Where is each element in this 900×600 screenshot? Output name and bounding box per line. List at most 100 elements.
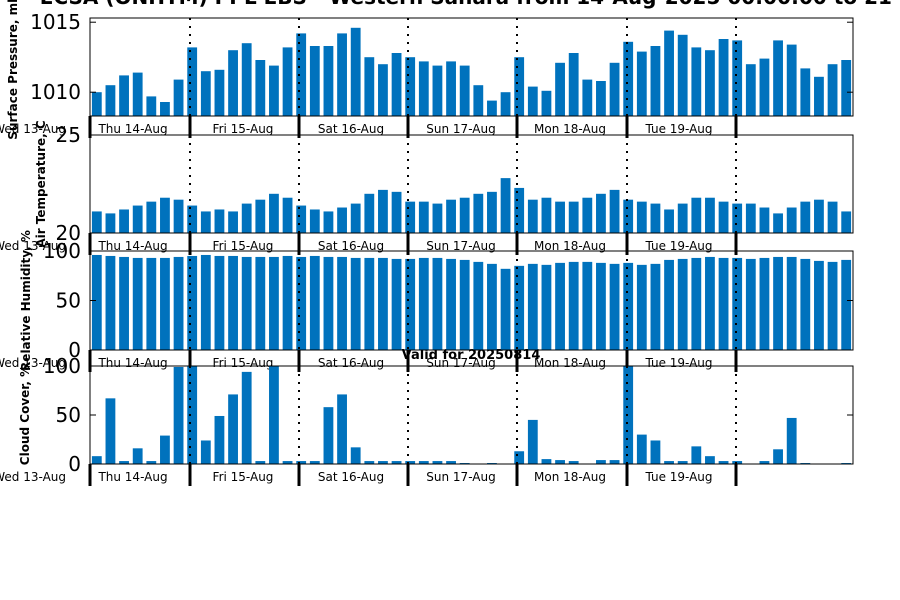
- bar: [841, 259, 852, 350]
- bar: [691, 446, 702, 464]
- bar: [418, 201, 429, 233]
- bar: [296, 33, 307, 116]
- bar: [282, 461, 293, 464]
- bar: [241, 203, 252, 233]
- y-axis-label: Relative Humidity, %: [19, 230, 33, 371]
- bar: [173, 79, 184, 116]
- bar: [269, 65, 279, 116]
- bar: [582, 261, 593, 350]
- bar: [255, 256, 266, 350]
- bar: [200, 254, 211, 350]
- bar: [814, 76, 824, 116]
- y-tick-label: 25: [56, 123, 81, 147]
- valid-date-label: Valid for 20250814: [402, 348, 541, 363]
- start-date-label: Wed 13-Aug: [0, 356, 66, 370]
- bar: [705, 256, 715, 350]
- bar: [677, 258, 688, 350]
- bar: [187, 47, 198, 116]
- day-label: Sat 16-Aug: [318, 356, 384, 370]
- day-label: Sat 16-Aug: [318, 239, 384, 253]
- day-label: Sun 17-Aug: [426, 239, 495, 253]
- bar: [732, 257, 743, 350]
- bar: [255, 199, 266, 233]
- bar: [309, 46, 320, 116]
- bar: [337, 256, 347, 350]
- bar: [596, 193, 606, 233]
- bar: [514, 187, 525, 233]
- bar: [473, 261, 484, 350]
- bar: [119, 75, 129, 116]
- bar: [323, 211, 334, 233]
- bar: [405, 461, 416, 464]
- bar: [786, 207, 797, 233]
- bar: [827, 261, 838, 350]
- bar: [596, 262, 606, 350]
- bar: [364, 257, 375, 350]
- y-tick-label: 0: [68, 452, 81, 476]
- day-label: Thu 14-Aug: [97, 239, 167, 253]
- bar: [132, 448, 143, 464]
- bar: [105, 213, 116, 233]
- bar: [759, 461, 770, 464]
- bar: [296, 205, 307, 233]
- bar: [527, 199, 538, 233]
- bar: [282, 47, 293, 116]
- bar: [119, 256, 129, 350]
- bar: [786, 417, 797, 464]
- bar: [582, 79, 593, 116]
- bar: [841, 211, 852, 233]
- bar: [800, 68, 811, 116]
- bar: [514, 451, 525, 464]
- bar: [160, 435, 170, 464]
- bar: [228, 211, 238, 233]
- bar: [160, 257, 170, 350]
- bar: [568, 53, 579, 116]
- day-label: Tue 19-Aug: [644, 356, 712, 370]
- bar: [745, 64, 756, 116]
- bar: [378, 461, 388, 464]
- bar: [773, 213, 783, 233]
- bar: [636, 434, 647, 464]
- start-date-label: Wed 13-Aug: [0, 470, 66, 484]
- bar: [91, 211, 102, 233]
- bar: [200, 211, 211, 233]
- bar: [500, 268, 511, 350]
- bar: [773, 40, 783, 116]
- bar: [350, 27, 361, 116]
- bar: [650, 440, 661, 464]
- bar: [378, 64, 388, 116]
- bar: [132, 257, 143, 350]
- bar: [119, 461, 129, 464]
- bar: [650, 203, 661, 233]
- bar: [187, 255, 198, 350]
- bar: [105, 398, 116, 464]
- bar: [514, 265, 525, 350]
- bar: [391, 461, 402, 464]
- bar: [705, 197, 715, 233]
- bar: [487, 191, 497, 233]
- bar: [214, 415, 225, 464]
- bar: [596, 460, 606, 464]
- bar: [718, 461, 729, 464]
- bar: [160, 197, 170, 233]
- bar: [759, 207, 770, 233]
- bar: [677, 34, 688, 116]
- bar: [432, 461, 443, 464]
- bar: [146, 461, 157, 464]
- bar: [173, 199, 184, 233]
- day-label: Tue 19-Aug: [644, 470, 712, 484]
- bar: [800, 201, 811, 233]
- bar: [173, 366, 184, 464]
- bar: [568, 261, 579, 350]
- bar: [459, 197, 470, 233]
- bar: [691, 47, 702, 116]
- y-axis-label: Cloud Cover, %: [18, 365, 32, 465]
- bar: [609, 62, 620, 116]
- bar: [405, 258, 416, 350]
- start-date-label: Wed 13-Aug: [0, 122, 66, 136]
- bar: [255, 60, 266, 116]
- bar: [759, 58, 770, 116]
